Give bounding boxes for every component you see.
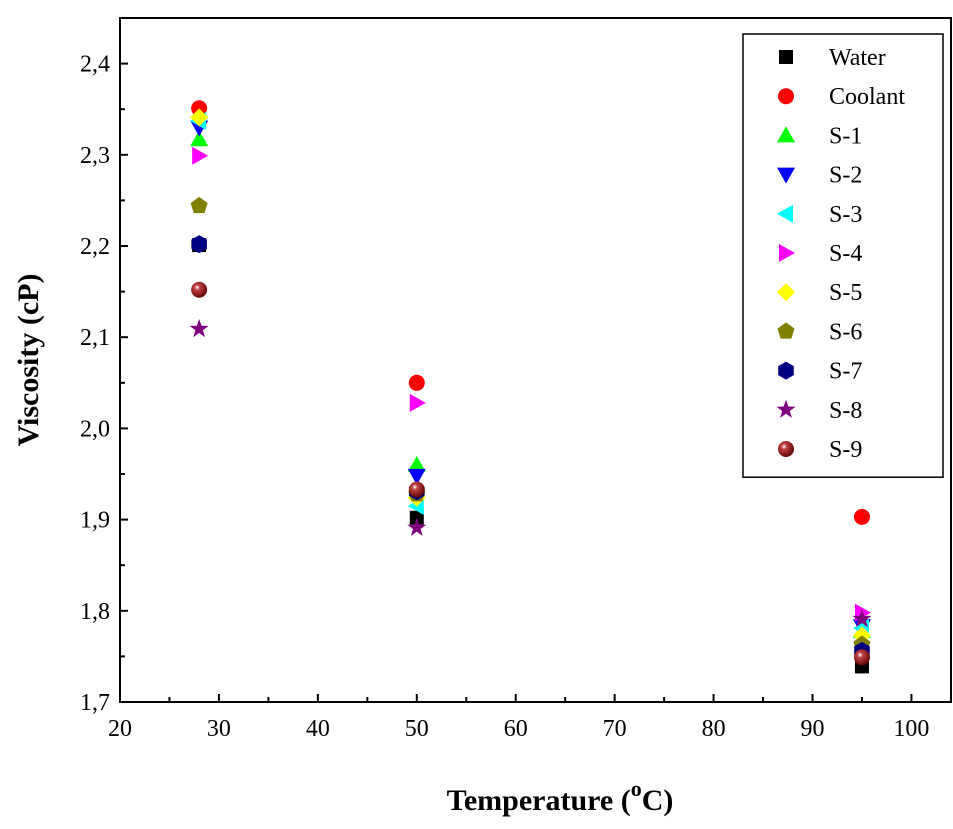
data-point-coolant — [408, 374, 425, 391]
legend: Water Coolant S-1 S-2 S-3 S-4 S-5 S-6 S-7 S-8 S-9 — [742, 33, 944, 478]
legend-label-s-4: S-4 — [829, 241, 862, 267]
data-point-s-8 — [407, 517, 427, 536]
legend-label-s-5: S-5 — [829, 280, 862, 306]
legend-marker-s-4 — [779, 244, 795, 262]
data-point-s-2 — [407, 468, 426, 485]
y-tick-label: 1,9 — [80, 508, 110, 534]
data-point-s-8 — [852, 609, 872, 628]
data-point-water — [409, 510, 424, 525]
data-point-s-9 — [853, 649, 870, 666]
legend-label-s-8: S-8 — [829, 398, 862, 424]
data-point-s-4 — [192, 146, 209, 165]
data-point-s-9 — [408, 481, 425, 498]
legend-marker-water — [779, 50, 793, 64]
data-point-s-1 — [407, 455, 426, 472]
data-point-s-7 — [191, 235, 207, 254]
x-axis-title-unit: C) — [642, 784, 674, 817]
legend-marker-coolant — [778, 88, 794, 105]
x-axis-ticks: 20 30 40 50 60 70 80 90 100 — [108, 694, 929, 742]
plot-frame — [119, 17, 952, 703]
x-axis-title-main: Temperature ( — [447, 784, 631, 817]
data-point-s-5 — [190, 108, 209, 127]
y-axis-title: Viscosity (cP) — [12, 274, 45, 447]
legend-label-coolant: Coolant — [829, 84, 905, 110]
legend-label-s-3: S-3 — [829, 202, 862, 228]
x-tick-label: 30 — [207, 716, 231, 742]
x-axis-title-superscript: o — [631, 776, 642, 801]
x-tick-label: 80 — [702, 716, 726, 742]
data-point-s-1 — [190, 130, 209, 147]
legend-marker-s-9 — [778, 441, 794, 457]
x-tick-label: 60 — [504, 716, 528, 742]
y-tick-label: 1,7 — [80, 690, 110, 716]
legend-marker-s-6 — [777, 322, 795, 339]
data-point-s-6 — [190, 196, 208, 214]
data-point-coolant — [191, 100, 208, 117]
y-axis-ticks: 1,7 1,8 1,9 2,0 2,1 2,2 2,3 2,4 — [80, 17, 128, 716]
x-tick-label: 100 — [893, 716, 929, 742]
x-axis-title: Temperature (oC) — [447, 776, 674, 817]
legend-label-water: Water — [829, 45, 886, 71]
data-point-s-9 — [191, 281, 208, 298]
y-tick-label: 2,4 — [80, 52, 110, 78]
x-tick-label: 50 — [405, 716, 429, 742]
legend-label-s-7: S-7 — [829, 359, 862, 385]
y-tick-label: 2,2 — [80, 234, 110, 260]
legend-marker-s-1 — [777, 126, 795, 143]
data-point-s-4 — [409, 393, 426, 412]
legend-label-s-6: S-6 — [829, 319, 862, 345]
legend-label-s-2: S-2 — [829, 163, 862, 189]
legend-label-s-9: S-9 — [829, 437, 862, 463]
legend-marker-s-8 — [776, 399, 796, 418]
y-tick-label: 2,0 — [80, 416, 110, 442]
legend-marker-s-2 — [777, 167, 795, 184]
legend-marker-s-7 — [778, 361, 794, 380]
y-tick-label: 2,1 — [80, 325, 110, 351]
data-point-coolant — [853, 508, 870, 525]
x-tick-label: 90 — [801, 716, 825, 742]
data-points — [189, 100, 872, 674]
y-tick-label: 1,8 — [80, 599, 110, 625]
x-tick-label: 70 — [603, 716, 627, 742]
legend-box — [742, 33, 944, 478]
legend-marker-s-5 — [777, 283, 795, 302]
x-tick-label: 20 — [108, 716, 132, 742]
legend-marker-s-3 — [777, 204, 793, 223]
y-tick-label: 2,3 — [80, 143, 110, 169]
legend-label-s-1: S-1 — [829, 123, 862, 149]
x-tick-label: 40 — [306, 716, 330, 742]
data-point-s-8 — [189, 318, 209, 338]
